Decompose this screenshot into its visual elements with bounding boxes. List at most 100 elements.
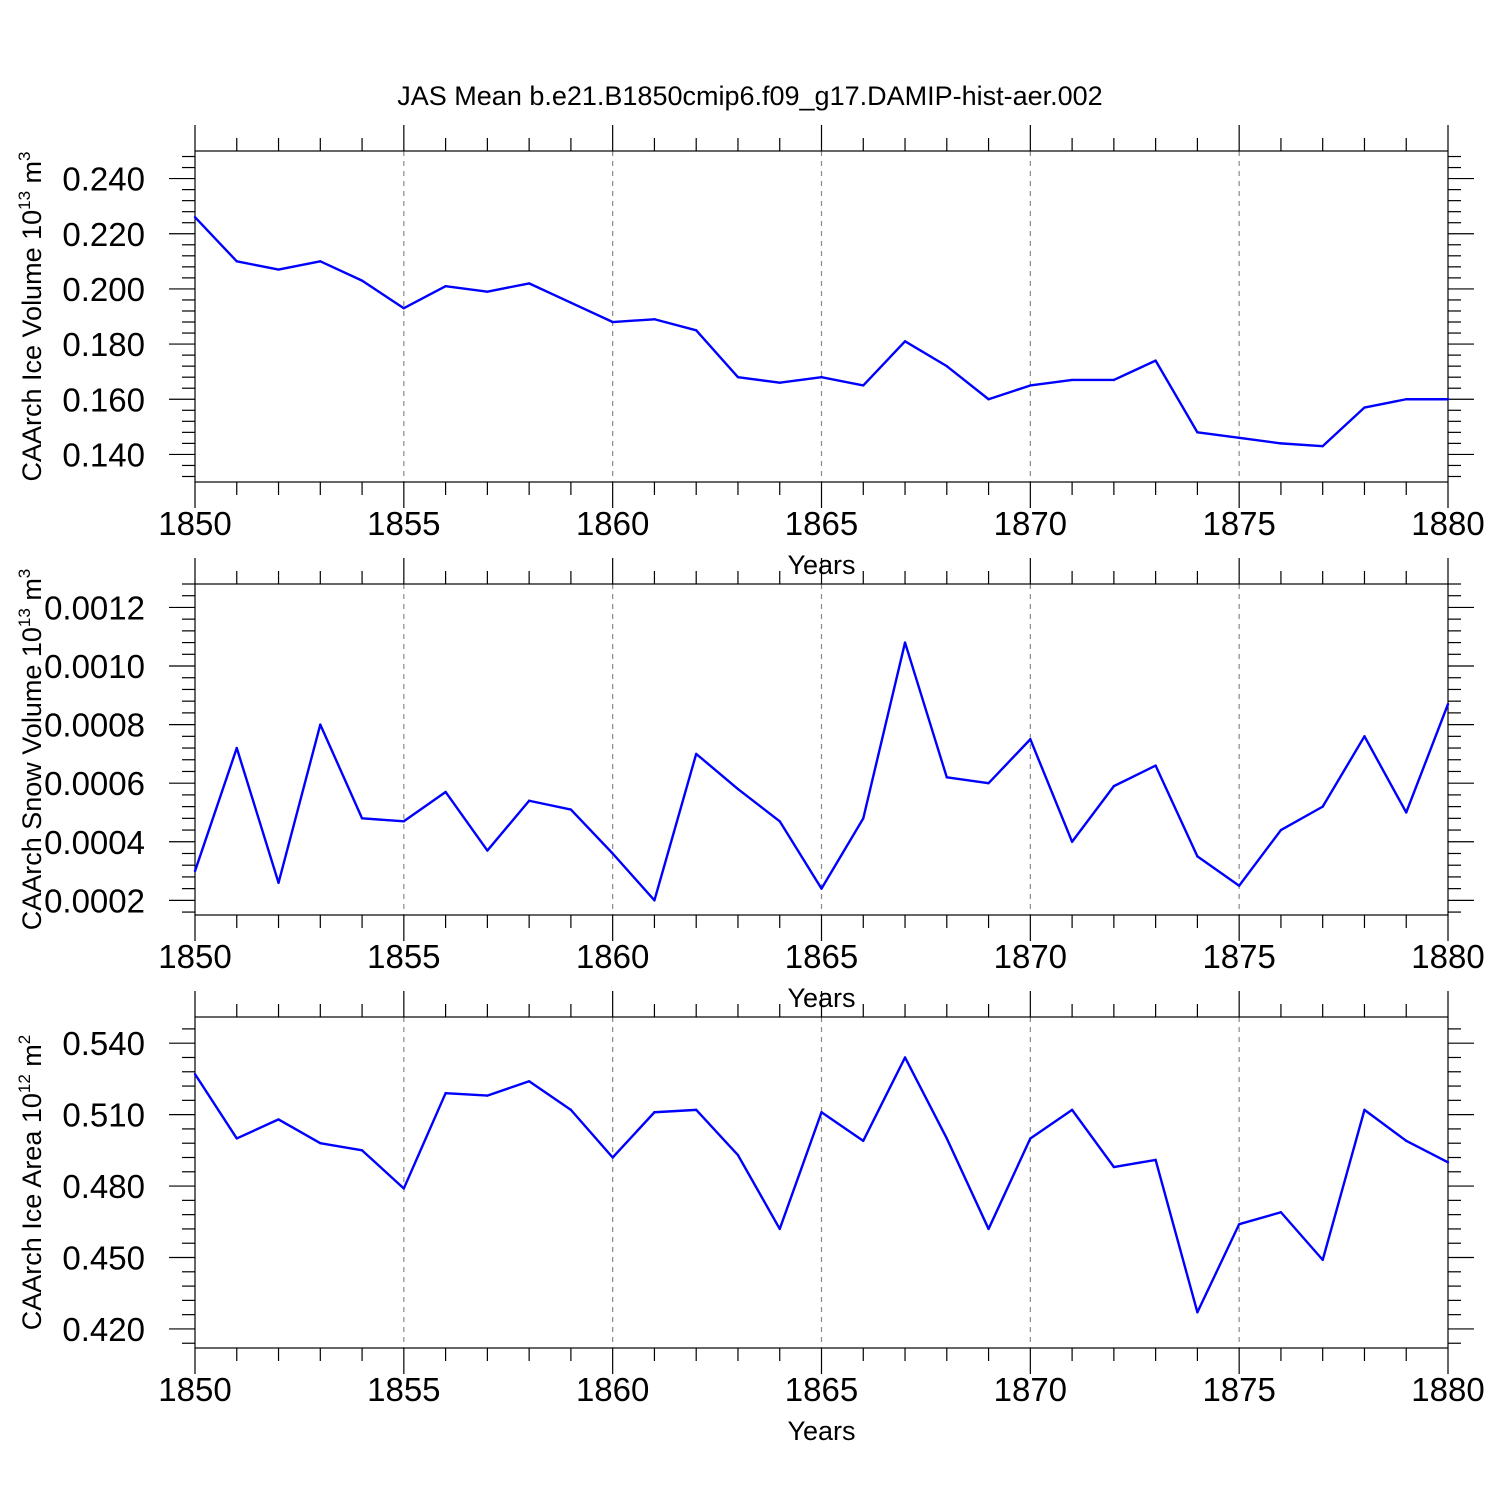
y-axis-title-unit-3: m [17, 1044, 47, 1074]
y-axis-title-unit-exponent-2: 3 [15, 569, 34, 578]
y-tick-label-2-2: 0.0006 [44, 765, 145, 802]
x-tick-label-2-1: 1855 [367, 938, 440, 975]
data-point-2-1878 [1363, 735, 1366, 738]
data-point-1-1852 [277, 268, 280, 271]
y-tick-label-1-1: 0.160 [62, 381, 145, 418]
data-point-2-1852 [277, 881, 280, 884]
x-tick-label-1-5: 1875 [1202, 505, 1275, 542]
x-tick-label-1-4: 1870 [994, 505, 1067, 542]
data-point-1-1880 [1446, 398, 1450, 401]
data-point-3-1868 [945, 1137, 948, 1140]
y-tick-label-1-5: 0.240 [62, 161, 145, 198]
data-point-3-1850 [193, 1072, 197, 1076]
y-tick-label-3-2: 0.480 [62, 1168, 145, 1205]
data-point-2-1856 [444, 790, 447, 794]
data-point-3-1872 [1112, 1165, 1116, 1169]
data-point-1-1870 [1029, 384, 1032, 387]
data-point-3-1860 [611, 1156, 614, 1159]
y-tick-label-2-5: 0.0012 [44, 589, 145, 626]
data-point-3-1880 [1446, 1161, 1450, 1164]
data-point-2-1858 [527, 799, 531, 802]
data-point-3-1857 [486, 1094, 489, 1097]
data-point-2-1871 [1070, 840, 1074, 843]
data-point-1-1858 [527, 282, 531, 285]
y-tick-label-3-4: 0.540 [62, 1025, 145, 1062]
data-point-2-1855 [402, 820, 406, 823]
data-point-2-1861 [653, 899, 656, 902]
data-point-3-1870 [1029, 1137, 1032, 1140]
data-point-1-1859 [569, 301, 573, 304]
data-point-3-1878 [1363, 1108, 1366, 1112]
data-point-3-1864 [778, 1227, 781, 1231]
data-point-3-1861 [653, 1111, 656, 1114]
data-point-2-1857 [486, 849, 489, 852]
y-tick-label-3-3: 0.510 [62, 1097, 145, 1134]
data-point-1-1855 [402, 307, 406, 310]
chart-panel-3: 1850 1855 1860 1865 1870 1875 1880 0.420 0.450 0.… [15, 991, 1485, 1446]
data-point-3-1877 [1321, 1258, 1324, 1262]
data-point-3-1876 [1279, 1211, 1283, 1214]
data-point-3-1851 [235, 1137, 238, 1140]
y-axis-title-text-1: CAArch Ice Volume 10 [17, 210, 47, 482]
data-point-2-1876 [1279, 828, 1283, 832]
x-tick-label-1-3: 1865 [785, 505, 858, 542]
y-axis-title-unit-2: m [17, 578, 47, 608]
x-axis-title-3: Years [787, 1416, 855, 1446]
data-point-3-1869 [987, 1227, 990, 1231]
y-axis-title-2: CAArch Snow Volume 1013 m3 [15, 569, 47, 931]
y-tick-label-1-2: 0.180 [62, 326, 145, 363]
data-point-3-1863 [736, 1153, 740, 1157]
data-point-3-1867 [903, 1056, 907, 1059]
data-point-1-1871 [1070, 378, 1074, 382]
y-tick-label-2-3: 0.0008 [44, 707, 145, 744]
data-point-3-1856 [444, 1092, 447, 1095]
y-axis-title-unit-exponent-1: 3 [15, 151, 34, 160]
y-axis-title-1: CAArch Ice Volume 1013 m3 [15, 151, 47, 481]
data-point-1-1864 [778, 381, 781, 384]
data-point-3-1852 [277, 1118, 280, 1121]
data-point-1-1868 [945, 364, 948, 368]
y-axis-title-exponent-1: 13 [15, 191, 34, 210]
data-point-1-1873 [1154, 359, 1157, 362]
data-point-2-1864 [778, 820, 781, 823]
data-point-3-1854 [360, 1149, 364, 1152]
data-point-3-1859 [569, 1108, 573, 1112]
data-point-1-1874 [1196, 431, 1199, 434]
y-axis-title-unit-exponent-3: 2 [15, 1035, 34, 1044]
data-point-2-1868 [945, 776, 948, 779]
data-point-2-1865 [820, 887, 823, 890]
data-point-2-1862 [695, 752, 698, 756]
data-point-3-1875 [1237, 1222, 1241, 1226]
data-point-3-1866 [862, 1139, 865, 1143]
x-tick-label-2-5: 1875 [1202, 938, 1275, 975]
y-tick-label-1-3: 0.200 [62, 271, 145, 308]
x-tick-label-2-4: 1870 [994, 938, 1067, 975]
y-axis-title-text-3: CAArch Ice Area 10 [17, 1093, 47, 1330]
data-point-1-1865 [820, 375, 823, 379]
y-tick-label-3-0: 0.420 [62, 1311, 145, 1348]
data-point-2-1874 [1196, 855, 1199, 858]
data-point-1-1872 [1112, 378, 1116, 382]
data-point-2-1851 [235, 746, 238, 750]
data-point-1-1867 [903, 340, 907, 343]
data-point-3-1874 [1196, 1311, 1199, 1314]
data-point-1-1876 [1279, 442, 1283, 445]
data-point-2-1866 [862, 817, 865, 820]
panels: 1850 1855 1860 1865 1870 1875 1880 0.140 0.160 0.… [15, 125, 1485, 1446]
data-point-2-1850 [193, 869, 197, 873]
y-tick-label-2-1: 0.0004 [44, 824, 145, 861]
data-point-2-1860 [611, 852, 614, 855]
data-point-2-1854 [360, 817, 364, 820]
x-tick-label-3-0: 1850 [158, 1371, 231, 1408]
x-tick-label-3-2: 1860 [576, 1371, 649, 1408]
data-point-3-1871 [1070, 1108, 1074, 1112]
data-point-2-1870 [1029, 738, 1032, 741]
data-point-2-1863 [736, 787, 740, 791]
data-point-2-1869 [987, 781, 990, 785]
data-point-1-1850 [193, 216, 197, 219]
y-axis-title-exponent-3: 12 [15, 1074, 34, 1093]
x-tick-label-1-0: 1850 [158, 505, 231, 542]
data-point-1-1866 [862, 384, 865, 387]
data-point-1-1856 [444, 284, 447, 288]
